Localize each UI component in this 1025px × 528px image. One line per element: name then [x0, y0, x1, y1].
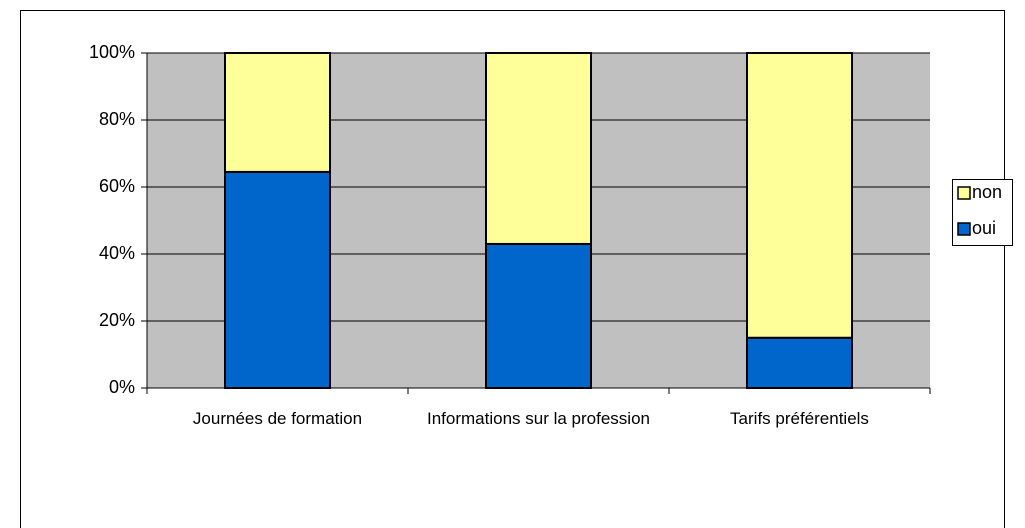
bar-segment — [746, 52, 853, 339]
x-tick-label: Journées de formation — [192, 409, 363, 428]
y-tick-label: 20% — [99, 310, 135, 330]
y-tick-label: 0% — [109, 377, 135, 397]
x-tick-label: Tarifs préférentiels — [730, 409, 869, 428]
bar-segment — [485, 242, 592, 389]
bar-segment — [224, 170, 331, 389]
legend-label: oui — [972, 218, 996, 238]
legend-swatch — [957, 222, 971, 236]
y-tick-label: 80% — [99, 109, 135, 129]
legend-label: non — [972, 182, 1002, 202]
bar-segment — [224, 52, 331, 173]
y-tick-label: 60% — [99, 176, 135, 196]
bar-segment — [485, 52, 592, 245]
legend-swatch — [957, 186, 971, 200]
y-tick-label: 100% — [89, 42, 135, 62]
y-tick-label: 40% — [99, 243, 135, 263]
bar-segment — [746, 336, 853, 389]
x-tick-label: Informations sur la profession — [427, 409, 650, 428]
